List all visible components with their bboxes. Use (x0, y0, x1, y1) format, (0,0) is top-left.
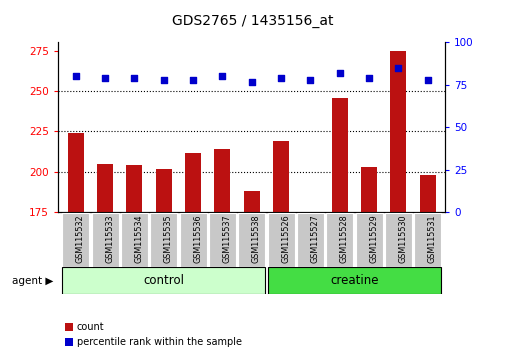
Text: GSM115536: GSM115536 (193, 215, 201, 263)
Point (306, 77, 314, 83)
Point (335, 70, 343, 76)
Bar (243, 192, 259, 212)
Text: GSM115535: GSM115535 (164, 215, 172, 263)
FancyBboxPatch shape (267, 213, 294, 267)
Text: creatine: creatine (329, 274, 378, 287)
Text: GDS2765 / 1435156_at: GDS2765 / 1435156_at (172, 14, 333, 28)
Text: GSM115529: GSM115529 (368, 215, 377, 263)
FancyBboxPatch shape (121, 213, 147, 267)
Point (130, 75, 138, 81)
Point (72, 74, 80, 79)
Text: agent ▶: agent ▶ (12, 275, 53, 286)
Bar (185, 153, 201, 212)
Text: GSM115537: GSM115537 (222, 215, 231, 263)
FancyBboxPatch shape (384, 213, 411, 267)
Text: control: control (143, 274, 184, 287)
FancyBboxPatch shape (150, 213, 177, 267)
Bar (360, 167, 376, 212)
Point (276, 75, 284, 81)
Point (393, 65, 401, 71)
Bar (389, 51, 406, 212)
FancyBboxPatch shape (238, 213, 265, 267)
Text: GSM115533: GSM115533 (105, 215, 114, 263)
FancyBboxPatch shape (209, 213, 235, 267)
Bar (419, 175, 435, 212)
Text: GSM115538: GSM115538 (251, 215, 260, 263)
Bar (68, 133, 84, 212)
Text: GSM115527: GSM115527 (310, 215, 319, 263)
FancyBboxPatch shape (414, 213, 440, 267)
Text: GSM115531: GSM115531 (427, 215, 436, 263)
Point (247, 79, 256, 84)
FancyBboxPatch shape (326, 213, 352, 267)
Text: GSM115532: GSM115532 (76, 215, 85, 263)
FancyBboxPatch shape (179, 213, 206, 267)
Point (364, 75, 372, 81)
Point (218, 74, 226, 79)
Bar (126, 165, 142, 212)
FancyBboxPatch shape (91, 213, 118, 267)
Bar (156, 169, 172, 212)
Point (189, 77, 197, 83)
Point (423, 77, 431, 83)
Bar (214, 149, 230, 212)
FancyBboxPatch shape (62, 267, 265, 294)
FancyBboxPatch shape (267, 267, 440, 294)
FancyBboxPatch shape (296, 213, 323, 267)
Bar (97, 164, 113, 212)
Text: GSM115530: GSM115530 (397, 215, 407, 263)
Text: GSM115528: GSM115528 (339, 215, 348, 263)
Text: GSM115534: GSM115534 (134, 215, 143, 263)
Point (101, 75, 109, 81)
Point (160, 77, 168, 83)
Text: GSM115526: GSM115526 (280, 215, 289, 263)
Bar (273, 141, 288, 212)
FancyBboxPatch shape (355, 213, 382, 267)
Bar (331, 97, 347, 212)
Legend: count, percentile rank within the sample: count, percentile rank within the sample (63, 320, 243, 349)
FancyBboxPatch shape (62, 213, 89, 267)
